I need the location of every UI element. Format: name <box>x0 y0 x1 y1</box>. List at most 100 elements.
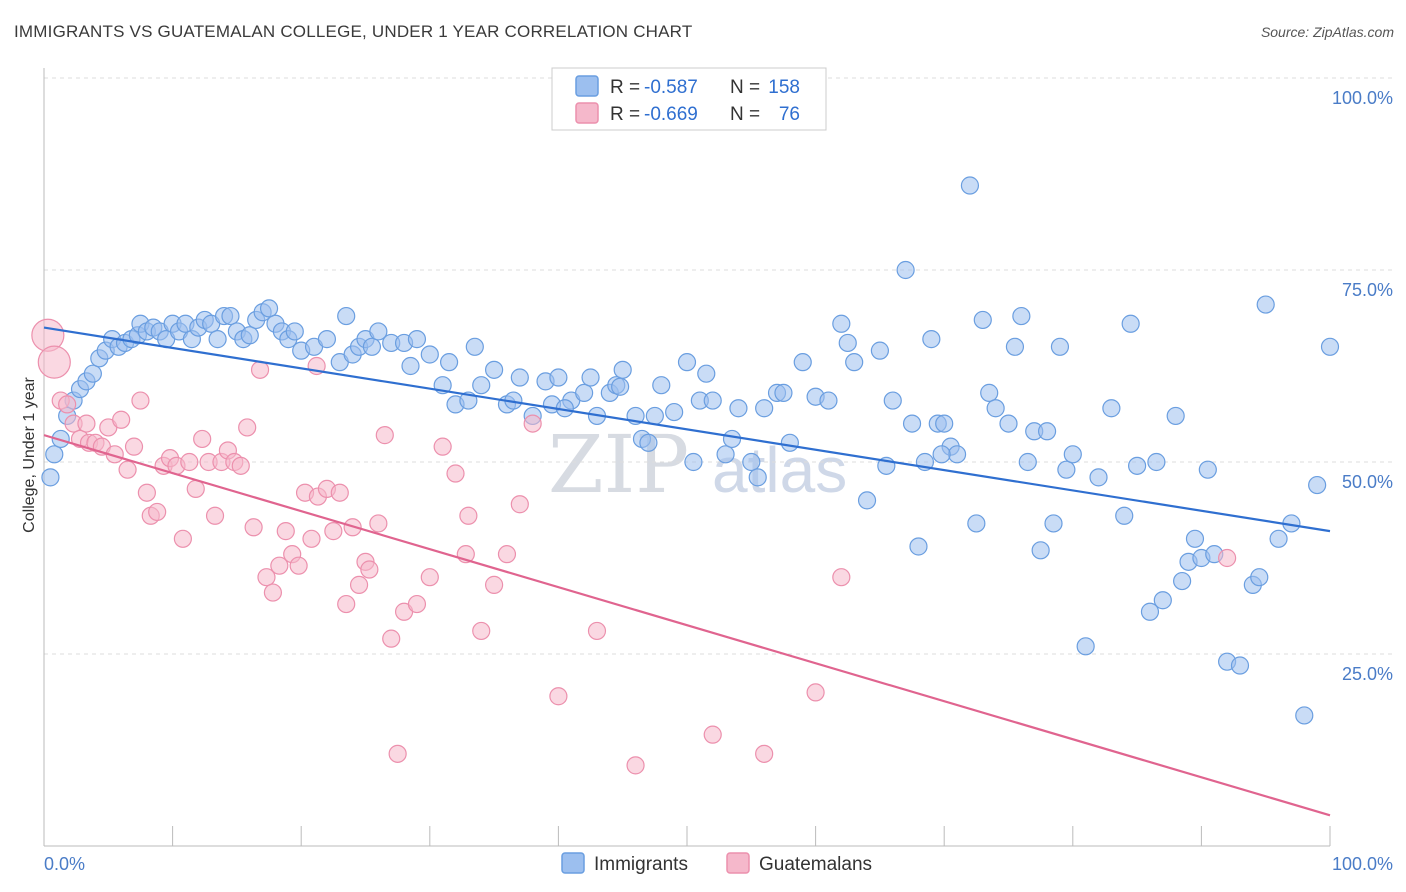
immigrants-point <box>1037 422 1057 441</box>
bottom-legend-label-immigrants: Immigrants <box>594 854 688 875</box>
immigrants-point <box>793 353 812 372</box>
guatemalans-point <box>77 414 96 433</box>
immigrants-point <box>208 330 227 349</box>
guatemalans-point <box>388 744 407 763</box>
immigrants-point <box>845 353 864 372</box>
guatemalans-point <box>276 522 295 541</box>
immigrants-point <box>465 337 484 356</box>
immigrants-point <box>83 364 102 383</box>
immigrants-point <box>1198 460 1217 479</box>
immigrants-point <box>1102 399 1121 418</box>
immigrants-point <box>1050 337 1070 356</box>
guatemalans-point <box>257 568 276 587</box>
guatemalans-point <box>337 594 356 614</box>
legend-box: R = -0.587 N = 158 R = -0.669 N = 76 <box>551 67 827 131</box>
immigrants-point <box>1147 452 1166 472</box>
series-points <box>31 176 1340 775</box>
bottom-legend-swatch-guatemalans <box>726 852 750 874</box>
legend-n-value-2: 76 <box>779 104 800 125</box>
x-tick-label-min: 0.0% <box>44 854 85 874</box>
immigrants-point <box>1044 514 1063 533</box>
immigrants-point <box>1121 314 1140 333</box>
y-tick-label: 25.0% <box>1342 664 1393 684</box>
bottom-legend-swatch-immigrants <box>561 852 585 874</box>
immigrants-point <box>1031 541 1050 560</box>
guatemalans-point <box>173 529 192 548</box>
guatemalans-point <box>289 556 308 575</box>
immigrants-point <box>1308 475 1327 495</box>
legend-swatch-guatemalans <box>575 102 599 124</box>
guatemalans-point <box>238 418 257 437</box>
immigrants-point <box>1076 637 1095 656</box>
guatemalans-point <box>193 429 212 449</box>
immigrants-point <box>1140 602 1160 621</box>
immigrants-point <box>221 306 240 326</box>
immigrants-point <box>1166 406 1185 426</box>
guatemalans-trend-line <box>43 434 1331 817</box>
guatemalans-point <box>485 575 504 594</box>
guatemalans-point <box>549 687 568 706</box>
immigrants-point <box>947 445 967 464</box>
legend-r-value-1: -0.587 <box>644 77 698 98</box>
immigrants-point <box>420 345 439 364</box>
immigrants-point <box>407 330 427 349</box>
guatemalans-point <box>1218 548 1237 568</box>
immigrants-point <box>472 376 491 395</box>
legend-r-value-2: -0.669 <box>644 104 698 125</box>
immigrants-point <box>362 337 382 356</box>
immigrants-point <box>774 383 793 402</box>
chart-source: Source: ZipAtlas.com <box>1260 24 1394 40</box>
guatemalans-point <box>626 756 645 775</box>
guatemalans-point <box>250 360 270 379</box>
immigrants-point <box>1018 452 1037 472</box>
immigrants-point <box>1063 445 1082 464</box>
bottom-legend-label-guatemalans: Guatemalans <box>759 854 872 875</box>
legend-swatch-immigrants <box>575 75 599 97</box>
immigrants-point <box>1256 295 1275 314</box>
guatemalans-point <box>459 506 478 525</box>
guatemalans-point <box>369 514 388 533</box>
immigrants-point <box>716 445 735 464</box>
guatemalans-point <box>124 437 144 456</box>
immigrants-point <box>581 368 600 387</box>
immigrants-point <box>1127 456 1147 475</box>
immigrants-point <box>883 391 902 410</box>
immigrants-point <box>1295 706 1314 725</box>
guatemalans-point <box>832 568 851 587</box>
immigrants-point <box>748 468 767 487</box>
immigrants-point <box>967 514 986 533</box>
immigrants-point <box>317 330 337 349</box>
immigrants-point <box>932 445 951 464</box>
guatemalans-point <box>37 345 71 379</box>
legend-r-label-1: R = <box>610 77 640 98</box>
bottom-legend: Immigrants Guatemalans <box>561 852 872 875</box>
immigrants-point <box>935 414 954 433</box>
y-tick-label: 50.0% <box>1342 472 1393 492</box>
immigrants-point <box>439 353 459 372</box>
immigrants-point <box>980 383 999 402</box>
legend-n-label-2: N = <box>730 104 760 125</box>
immigrants-point <box>819 391 838 410</box>
watermark-zip: ZIP <box>548 418 689 511</box>
guatemalans-point <box>270 556 289 575</box>
immigrants-point <box>960 176 980 195</box>
guatemalans-point <box>244 518 263 537</box>
guatemalans-point <box>180 452 199 472</box>
immigrants-point <box>1230 656 1250 675</box>
trend-lines <box>43 326 1331 817</box>
immigrants-point <box>1173 571 1192 591</box>
immigrants-point <box>485 360 504 379</box>
legend-n-value-1: 158 <box>768 77 800 98</box>
immigrants-point <box>510 368 529 387</box>
guatemalans-point <box>137 483 156 502</box>
guatemalans-point <box>433 437 452 456</box>
immigrants-point <box>1250 568 1269 587</box>
guatemalans-point <box>186 479 205 498</box>
immigrants-point <box>755 399 774 418</box>
immigrants-point <box>677 353 697 372</box>
immigrants-point <box>1185 529 1205 548</box>
guatemalans-point <box>755 744 774 763</box>
guatemalans-point <box>523 414 542 433</box>
immigrants-point <box>259 299 279 318</box>
